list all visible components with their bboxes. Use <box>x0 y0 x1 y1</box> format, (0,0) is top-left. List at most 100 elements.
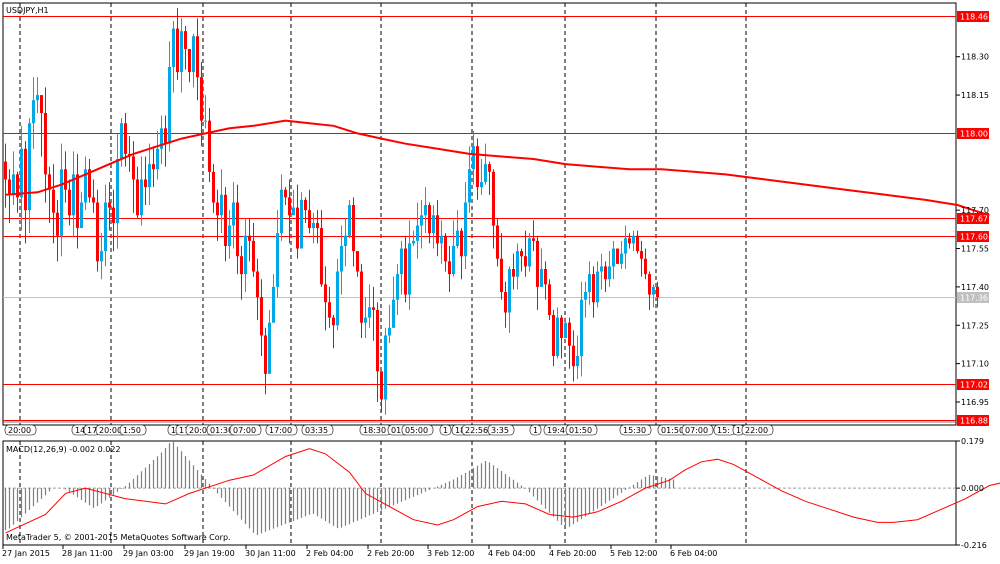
current-price-label: 117.36 <box>960 294 988 303</box>
candle-body <box>216 202 219 216</box>
level-price-box <box>957 11 989 22</box>
candle-body <box>252 240 255 272</box>
event-label-box <box>401 424 434 436</box>
event-label: 3:35 <box>491 426 509 435</box>
candle-body <box>100 251 103 262</box>
candle-body <box>340 245 343 272</box>
candle-body <box>196 36 199 78</box>
candle-body <box>576 355 579 367</box>
candle-body <box>288 197 291 216</box>
candle-body <box>572 345 575 367</box>
level-price-box <box>957 128 989 139</box>
candle-body <box>584 292 587 300</box>
candle-body <box>616 248 619 264</box>
event-label: 07:00 <box>233 426 256 435</box>
candle-body <box>328 302 331 318</box>
time-tick-label: 29 Jan 19:00 <box>184 549 235 558</box>
candle-body <box>188 49 191 73</box>
candle-body <box>120 123 123 160</box>
candle-body <box>52 189 55 213</box>
candle-body <box>476 146 479 188</box>
candle-body <box>16 174 19 198</box>
candle-body <box>268 322 271 374</box>
candle-body <box>316 222 319 229</box>
candle-body <box>336 271 339 326</box>
event-label: 20:00 <box>189 426 212 435</box>
event-label: 01:30 <box>210 426 233 435</box>
candle-body <box>532 238 535 241</box>
candle-body <box>424 205 427 216</box>
time-tick-label: 27 Jan 2015 <box>2 549 50 558</box>
candle-body <box>192 36 195 73</box>
candle-body <box>404 248 407 295</box>
event-label: 22:00 <box>745 426 768 435</box>
candle-body <box>8 179 11 195</box>
price-tick-label: 116.95 <box>961 398 989 407</box>
candle-body <box>524 256 527 267</box>
event-label: 20:00 <box>99 426 122 435</box>
time-tick-label: 2 Feb 20:00 <box>367 549 414 558</box>
candle-body <box>132 156 135 180</box>
time-tick-label: 29 Jan 03:00 <box>123 549 174 558</box>
candle-body <box>396 274 399 300</box>
candle-body <box>448 261 451 275</box>
candle-body <box>56 212 59 236</box>
candle-body <box>36 95 39 101</box>
candle-body <box>564 322 567 339</box>
candle-body <box>32 100 35 124</box>
candle-body <box>104 202 107 252</box>
candle-body <box>412 240 415 244</box>
time-tick-label: 6 Feb 04:00 <box>670 549 717 558</box>
level-price-label: 117.60 <box>960 233 988 242</box>
event-label: 15: <box>717 426 730 435</box>
candle-body <box>204 120 207 122</box>
price-tick-label: 117.70 <box>961 206 989 215</box>
macd-label: MACD(12,26,9) -0.002 0.022 <box>6 445 121 454</box>
candle-body <box>468 169 471 203</box>
time-tick-label: 4 Feb 20:00 <box>549 549 596 558</box>
candle-body <box>608 266 611 280</box>
event-label: 14 <box>75 426 85 435</box>
candle-body <box>44 112 47 175</box>
event-label-box <box>565 424 598 436</box>
candle-body <box>544 268 547 285</box>
candle-body <box>364 317 367 323</box>
candle-body <box>124 123 127 154</box>
candle-body <box>612 248 615 267</box>
event-label: 1 <box>171 426 176 435</box>
candle-body <box>632 235 635 244</box>
candle-body <box>628 238 631 244</box>
candle-body <box>516 251 519 277</box>
candle-body <box>176 28 179 73</box>
candle-body <box>536 240 539 287</box>
candle-body <box>232 202 235 226</box>
event-label-box <box>439 424 452 436</box>
event-label: 05:00 <box>405 426 428 435</box>
candle-body <box>116 159 119 223</box>
event-label-box <box>4 424 37 436</box>
candle-body <box>40 95 43 113</box>
candle-body <box>304 199 307 211</box>
candle-body <box>72 174 75 216</box>
candle-body <box>264 335 267 374</box>
candle-body <box>480 182 483 188</box>
candle-body <box>352 205 355 252</box>
candle-body <box>152 164 155 170</box>
price-panel-border <box>2 2 957 426</box>
candle-body <box>276 233 279 287</box>
candle-body <box>12 174 15 195</box>
candle-body <box>284 189 287 198</box>
candle-body <box>416 225 419 241</box>
candle-body <box>164 128 167 144</box>
candle-body <box>540 268 543 287</box>
candle-body <box>68 189 71 216</box>
event-label: 18: <box>455 426 468 435</box>
candle-body <box>180 31 183 73</box>
candle-body <box>160 128 163 149</box>
candle-body <box>248 235 251 241</box>
candle-body <box>384 335 387 400</box>
candle-body <box>200 77 203 121</box>
event-label: 01:50 <box>661 426 684 435</box>
